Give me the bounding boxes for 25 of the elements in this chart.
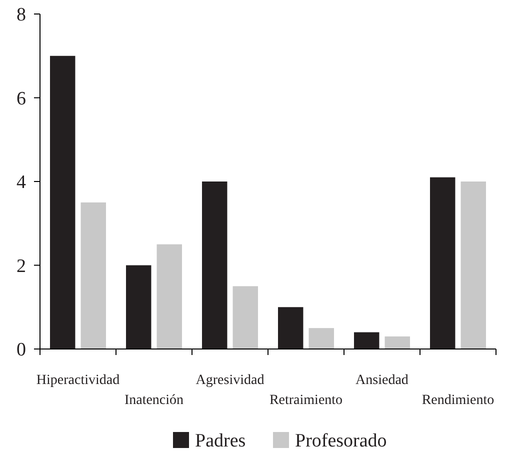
bar xyxy=(80,202,106,349)
x-tick-label: Inatención xyxy=(124,393,184,408)
bar xyxy=(50,56,76,349)
y-tick-label: 6 xyxy=(16,88,26,110)
legend-label: Profesorado xyxy=(295,430,387,452)
bar xyxy=(430,177,456,349)
bar xyxy=(460,182,486,349)
y-tick-label: 2 xyxy=(16,256,26,277)
bar xyxy=(354,332,380,349)
bar xyxy=(126,265,152,349)
y-tick-label: 0 xyxy=(16,340,26,361)
x-tick-label: Hiperactividad xyxy=(36,373,120,388)
bar xyxy=(384,336,410,349)
x-tick-label: Ansiedad xyxy=(356,373,408,388)
y-tick-label: 8 xyxy=(16,4,26,26)
x-tick-label: Retraimiento xyxy=(269,393,343,408)
bar xyxy=(232,286,258,349)
x-tick-label: Agresividad xyxy=(196,373,264,388)
y-tick-label: 4 xyxy=(16,172,26,194)
bar xyxy=(156,244,182,349)
bar xyxy=(202,182,228,349)
bar xyxy=(278,307,304,349)
bar xyxy=(308,328,334,349)
legend-label: Padres xyxy=(195,430,246,452)
x-tick-label: Rendimiento xyxy=(422,393,494,408)
